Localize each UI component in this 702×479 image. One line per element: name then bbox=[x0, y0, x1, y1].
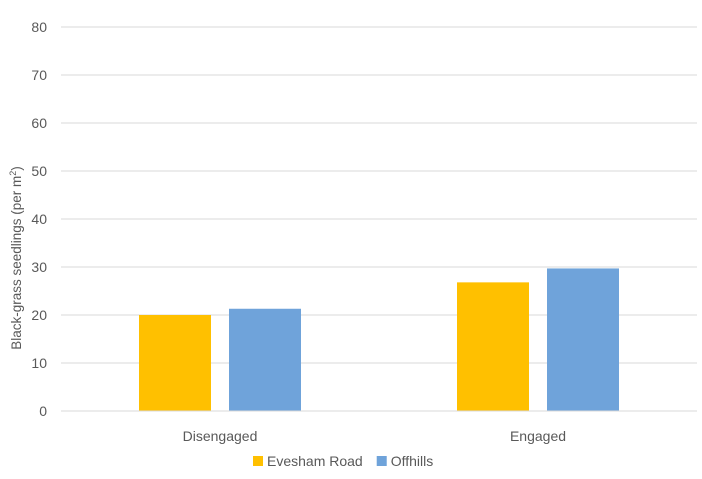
y-tick-label: 40 bbox=[31, 211, 47, 227]
legend-label: Offhills bbox=[391, 453, 434, 469]
x-category-label: Engaged bbox=[510, 428, 566, 444]
y-tick-label: 10 bbox=[31, 355, 47, 371]
y-tick-label: 20 bbox=[31, 307, 47, 323]
legend-swatch bbox=[376, 456, 387, 466]
bars bbox=[139, 268, 619, 411]
y-tick-label: 60 bbox=[31, 115, 47, 131]
bar-evesham-road-engaged bbox=[457, 282, 529, 411]
y-axis-label: Black-grass seedlings (per m2) bbox=[8, 166, 24, 350]
x-axis-categories: Disengaged Engaged bbox=[183, 428, 566, 444]
legend-swatch bbox=[253, 456, 263, 466]
bar-evesham-road-disengaged bbox=[139, 315, 211, 411]
bar-offhills-engaged bbox=[547, 268, 619, 411]
bar-offhills-disengaged bbox=[229, 308, 301, 411]
legend: Evesham Road Offhills bbox=[253, 453, 433, 469]
y-tick-label: 0 bbox=[39, 403, 47, 419]
y-tick-label: 30 bbox=[31, 259, 47, 275]
y-axis-ticks: 0 10 20 30 40 50 60 70 80 bbox=[31, 19, 47, 419]
legend-label: Evesham Road bbox=[267, 453, 363, 469]
y-tick-label: 50 bbox=[31, 163, 47, 179]
x-category-label: Disengaged bbox=[183, 428, 258, 444]
y-tick-label: 70 bbox=[31, 67, 47, 83]
y-tick-label: 80 bbox=[31, 19, 47, 35]
